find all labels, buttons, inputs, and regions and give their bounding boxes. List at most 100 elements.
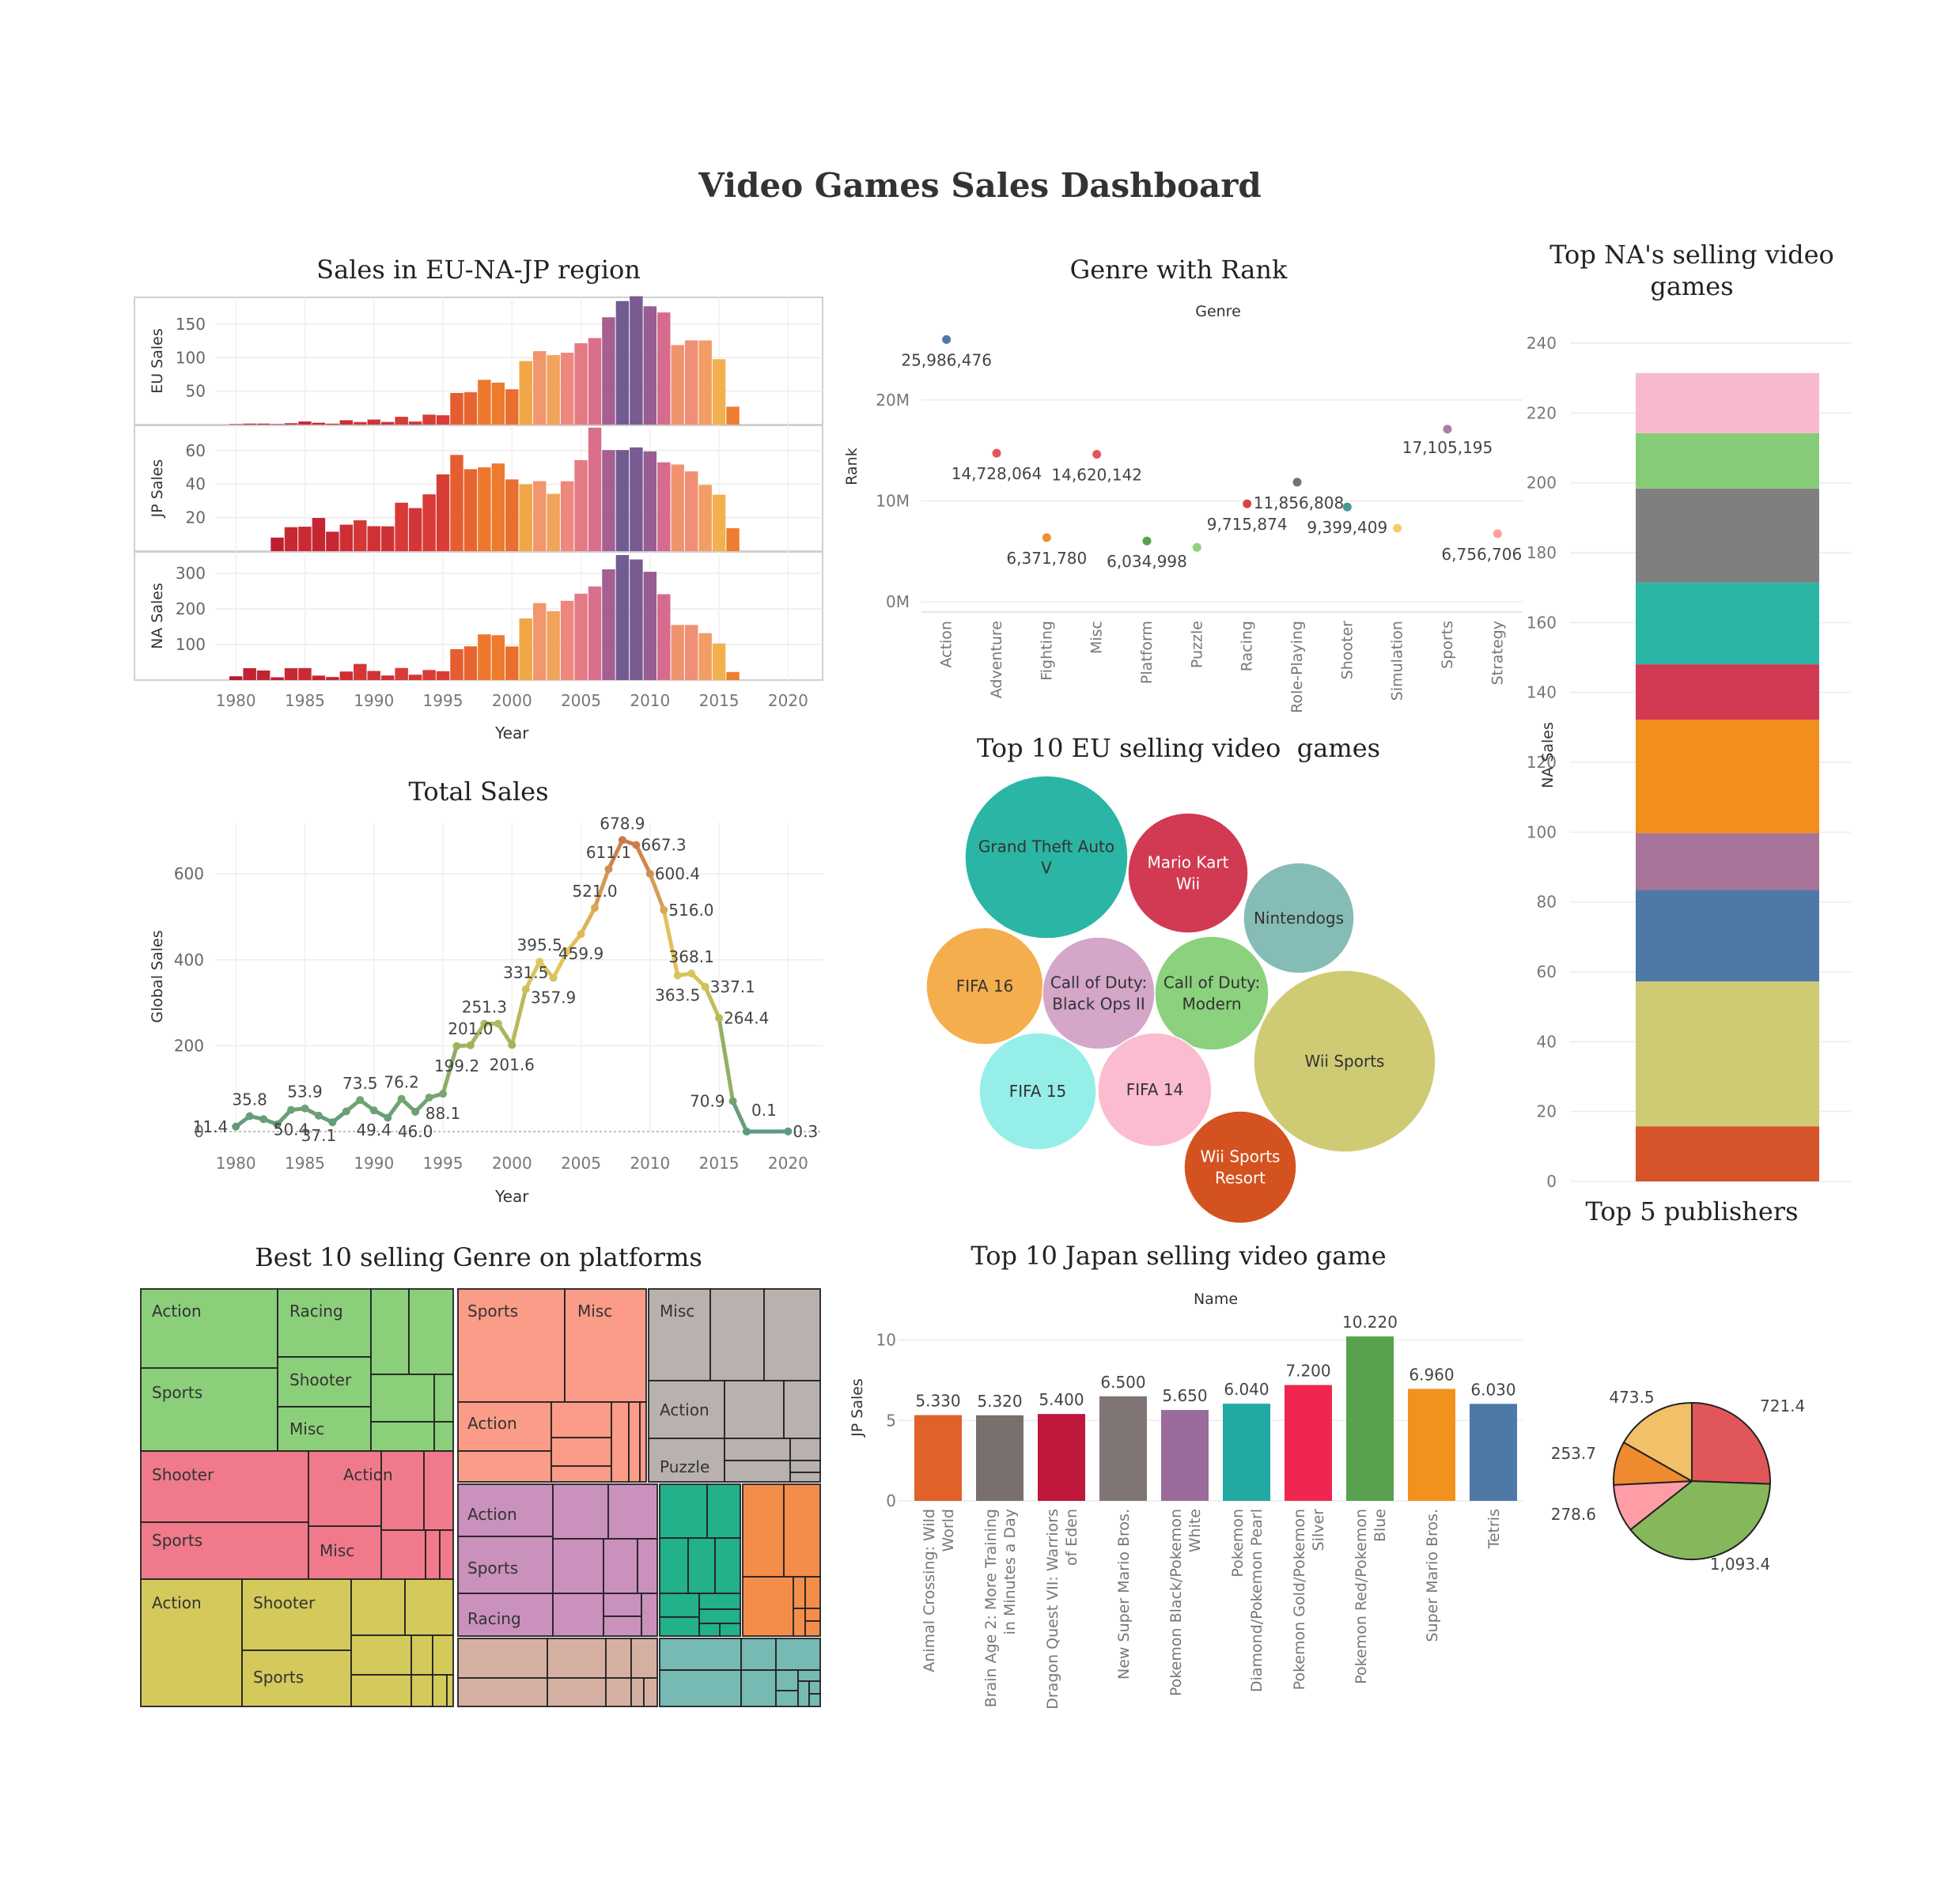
total-data-label: 201.0 (448, 1019, 493, 1038)
na-y-tick-label: 40 (1537, 1032, 1557, 1051)
treemap-cell-label: Sports (467, 1559, 518, 1578)
treemap-cell (457, 1483, 554, 1537)
genre-point (1092, 450, 1102, 459)
region-bar (560, 481, 574, 551)
genre-x-tick-label: Racing (1239, 621, 1256, 671)
total-data-label: 363.5 (655, 986, 700, 1005)
total-x-tick-label: 1980 (216, 1154, 256, 1173)
jp-data-label: 7.200 (1285, 1362, 1330, 1381)
total-point (301, 1104, 309, 1113)
region-bar (284, 668, 298, 680)
total-data-label: 337.1 (710, 977, 755, 996)
na-y-tick-label: 180 (1527, 543, 1557, 562)
dashboard-title: Video Games Sales Dashboard (698, 166, 1262, 205)
treemap-chart-title: Best 10 selling Genre on platforms (255, 1242, 702, 1272)
eu-bubble-label: Call of Duty: (1164, 973, 1260, 992)
treemap-cell (350, 1578, 406, 1636)
region-bar (478, 380, 491, 425)
region-bar (684, 340, 698, 425)
eu-bubble (1042, 936, 1156, 1050)
genre-point (1292, 478, 1302, 487)
treemap-cell (552, 1483, 609, 1540)
jp-x-tick-label: White (1186, 1509, 1204, 1552)
treemap-cell (404, 1578, 454, 1636)
total-point (232, 1122, 240, 1131)
total-line-segment (634, 843, 653, 876)
treemap-cell (808, 1693, 821, 1707)
region-bar (491, 463, 505, 551)
eu-bubble (1154, 935, 1269, 1051)
region-bar (395, 417, 408, 425)
region-bar (256, 670, 271, 680)
treemap-cell (457, 1450, 552, 1483)
treemap-cell (350, 1634, 412, 1676)
total-line-segment (731, 1098, 749, 1134)
treemap-cell (775, 1690, 799, 1707)
total-point (549, 973, 558, 982)
total-line-segment (592, 867, 611, 910)
region-bar (519, 484, 532, 551)
treemap-cell (659, 1593, 700, 1618)
total-data-label: 73.5 (342, 1074, 378, 1093)
treemap-cell (648, 1438, 725, 1483)
region-bar (422, 494, 436, 551)
eu-bubble (964, 775, 1129, 939)
total-line-segment (648, 871, 666, 913)
total-point (521, 984, 530, 993)
region-bar (671, 464, 684, 551)
genre-data-label: 25,986,476 (901, 350, 992, 369)
total-data-label: 0.3 (793, 1122, 818, 1141)
jp-bar (1161, 1410, 1209, 1501)
treemap-cell (639, 1401, 647, 1483)
region-bar (671, 345, 684, 425)
total-point (715, 1014, 724, 1022)
treemap-cell (603, 1616, 642, 1637)
genre-x-tick-label: Fighting (1038, 621, 1055, 681)
region-bar (519, 618, 532, 680)
region-bar (671, 625, 684, 680)
total-point (314, 1111, 323, 1120)
treemap-cell (740, 1669, 777, 1707)
na-y-axis-label: NA Sales (1539, 722, 1557, 788)
region-bar (380, 421, 395, 425)
region-bar (380, 526, 395, 551)
eu-bubble (1097, 1032, 1213, 1147)
eu-bubble-label: Mario Kart (1148, 853, 1229, 872)
total-line-segment (606, 837, 625, 871)
total-point (508, 1041, 516, 1049)
genre-data-label: 14,620,142 (1051, 466, 1142, 485)
treemap-cell-label: Sports (467, 1302, 518, 1321)
treemap-cell-label: Sports (152, 1531, 202, 1550)
treemap-cell (659, 1537, 689, 1594)
total-x-tick-label: 1995 (423, 1154, 464, 1173)
region-y-axis-label: JP Sales (149, 459, 166, 519)
region-x-tick-label: 1980 (216, 691, 256, 710)
genre-x-tick-label: Shooter (1338, 621, 1356, 679)
region-bar (491, 382, 505, 425)
total-line-segment (509, 987, 528, 1048)
region-bar (532, 351, 547, 425)
genre-point (1192, 542, 1201, 552)
region-bar (560, 353, 574, 425)
treemap-cell (457, 1638, 548, 1679)
total-point (632, 841, 641, 849)
treemap-cell-label: Shooter (152, 1465, 214, 1484)
na-stack-segment (1636, 664, 1819, 720)
region-bar (464, 469, 478, 551)
treemap-cell-label: Misc (320, 1541, 354, 1560)
region-bar (271, 424, 284, 425)
treemap-cell (797, 1669, 821, 1682)
treemap-cell (659, 1638, 742, 1671)
eu-bubble-label: Wii Sports (1201, 1147, 1281, 1166)
jp-x-tick-label: Animal Crossing: Wild (921, 1509, 938, 1672)
genre-x-tick-label: Role-Playing (1288, 621, 1306, 713)
treemap-cell (775, 1669, 799, 1691)
jp-chart-title: Top 10 Japan selling video game (971, 1241, 1386, 1271)
region-x-tick-label: 2015 (699, 691, 740, 710)
total-data-label: 70.9 (690, 1091, 725, 1110)
jp-x-tick-label: World (940, 1509, 957, 1551)
treemap-cell (763, 1288, 821, 1381)
region-bar (464, 646, 478, 680)
total-point (673, 971, 682, 980)
region-bar (574, 459, 588, 551)
